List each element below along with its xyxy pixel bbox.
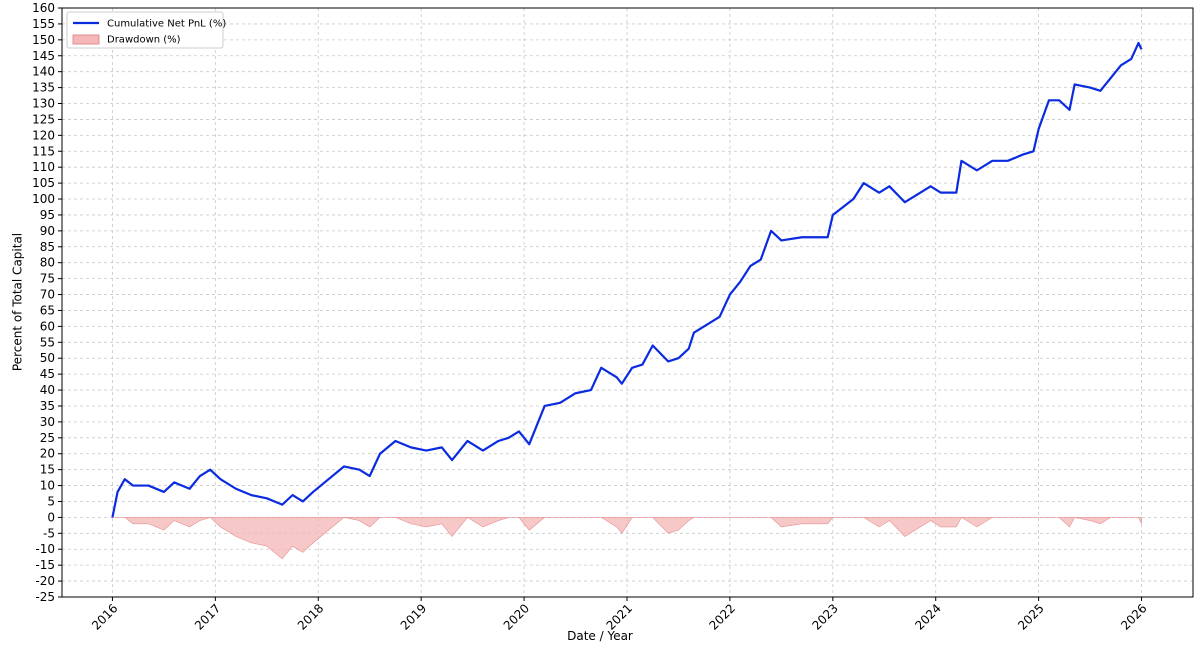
y-tick-label: 125 [32, 112, 55, 126]
y-tick-label: 70 [40, 288, 55, 302]
y-tick-label: 80 [40, 256, 55, 270]
y-tick-label: 120 [32, 128, 55, 142]
y-tick-label: 105 [32, 176, 55, 190]
legend-label: Drawdown (%) [107, 35, 181, 46]
y-tick-label: 95 [40, 208, 55, 222]
y-tick-label: 130 [32, 97, 55, 111]
y-tick-label: 160 [32, 1, 55, 15]
x-tick-label: 2024 [912, 601, 943, 632]
y-tick-label: 150 [32, 33, 55, 47]
y-tick-label: -25 [35, 590, 55, 604]
y-axis-label: Percent of Total Capital [11, 233, 25, 371]
y-tick-label: 15 [40, 463, 55, 477]
y-tick-label: 100 [32, 192, 55, 206]
y-tick-label: -15 [35, 558, 55, 572]
x-tick-label: 2020 [501, 601, 532, 632]
y-tick-label: 0 [47, 510, 55, 524]
y-tick-label: 55 [40, 335, 55, 349]
x-tick-label: 2021 [604, 601, 635, 632]
y-tick-label: 35 [40, 399, 55, 413]
pnl-line [111, 41, 1143, 518]
legend-box [66, 11, 224, 49]
x-tick-label: 2022 [707, 601, 738, 632]
y-tick-label: -20 [35, 574, 55, 588]
x-tick-label: 2026 [1118, 601, 1149, 632]
y-tick-label: 50 [40, 351, 55, 365]
y-tick-label: 145 [32, 49, 55, 63]
y-tick-label: 5 [47, 494, 55, 508]
x-tick-label: 2017 [192, 601, 223, 632]
y-tick-label: 155 [32, 17, 55, 31]
y-tick-label: 10 [40, 479, 55, 493]
plot-frame [61, 7, 1194, 598]
y-tick-label: 140 [32, 65, 55, 79]
y-tick-label: 65 [40, 303, 55, 317]
y-tick-label: 60 [40, 319, 55, 333]
x-tick-label: 2023 [809, 601, 840, 632]
x-tick-label: 2016 [89, 601, 120, 632]
y-tick-label: -5 [43, 526, 55, 540]
x-tick-label: 2025 [1015, 601, 1046, 632]
y-tick-label: 90 [40, 224, 55, 238]
y-tick-label: 30 [40, 415, 55, 429]
x-tick-label: 2018 [295, 601, 326, 632]
y-tick-label: 115 [32, 144, 55, 158]
y-tick-label: 45 [40, 367, 55, 381]
y-tick-label: 110 [32, 160, 55, 174]
legend-label: Cumulative Net PnL (%) [107, 19, 226, 30]
y-tick-label: 20 [40, 447, 55, 461]
legend: Cumulative Net PnL (%) Drawdown (%) [66, 11, 226, 49]
y-tick-label: 40 [40, 383, 55, 397]
x-axis-label: Date / Year [567, 629, 633, 643]
drawdown-area [112, 516, 1142, 560]
y-tick-label: 25 [40, 431, 55, 445]
y-tick-label: -10 [35, 542, 55, 556]
y-tick-label: 135 [32, 81, 55, 95]
y-tick-label: 75 [40, 272, 55, 286]
y-tick-label: 85 [40, 240, 55, 254]
x-tick-label: 2019 [398, 601, 429, 632]
legend-swatch [72, 34, 100, 45]
